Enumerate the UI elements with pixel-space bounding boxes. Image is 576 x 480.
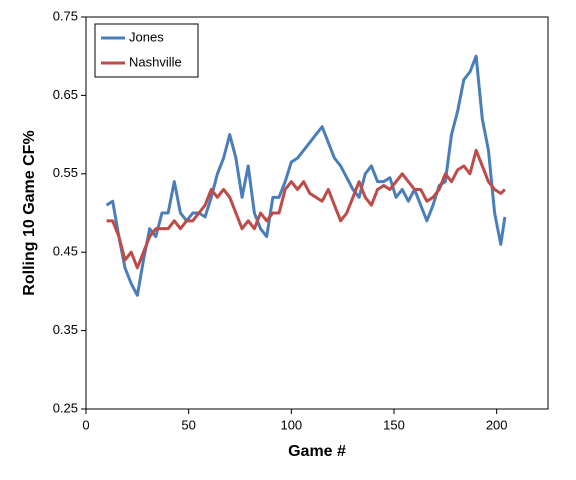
x-tick-label: 200	[486, 417, 508, 432]
x-tick-label: 0	[82, 417, 89, 432]
x-tick-label: 150	[383, 417, 405, 432]
y-tick-label: 0.45	[53, 244, 78, 259]
x-axis-title: Game #	[288, 443, 346, 460]
y-tick-label: 0.65	[53, 87, 78, 102]
plot-area	[85, 16, 549, 410]
y-axis-title: Rolling 10 Game CF%	[21, 130, 38, 295]
x-tick-label: 100	[280, 417, 302, 432]
legend-label: Jones	[129, 29, 164, 44]
series-line	[106, 148, 506, 270]
y-tick-label: 0.55	[53, 165, 78, 180]
y-tick-label: 0.75	[53, 8, 78, 23]
y-tick-label: 0.25	[53, 400, 78, 415]
legend-box	[94, 23, 199, 78]
legend-label: Nashville	[129, 54, 182, 69]
y-tick-label: 0.35	[53, 322, 78, 337]
x-tick-label: 50	[181, 417, 195, 432]
